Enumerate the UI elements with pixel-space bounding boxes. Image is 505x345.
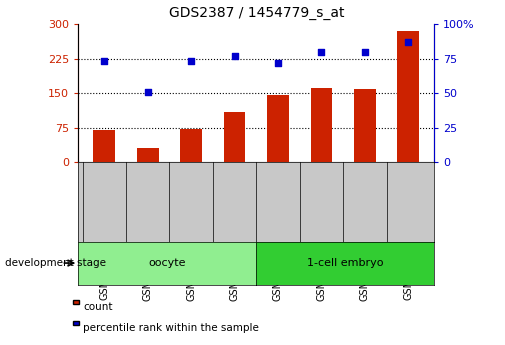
Bar [137,148,159,162]
Point [317,49,325,55]
Title: GDS2387 / 1454779_s_at: GDS2387 / 1454779_s_at [169,6,344,20]
Bar [180,129,202,162]
Text: development stage: development stage [5,258,106,268]
Bar [354,89,376,162]
Point [144,89,152,95]
Point [100,59,109,64]
Point [187,59,195,64]
Text: 1-cell embryo: 1-cell embryo [307,258,383,268]
Point [231,53,239,59]
Bar [93,130,115,162]
Text: oocyte: oocyte [148,258,186,268]
Bar [311,88,332,162]
Bar [224,111,245,162]
Point [274,60,282,66]
Bar [397,31,419,162]
Text: percentile rank within the sample: percentile rank within the sample [83,323,259,333]
Bar [267,96,289,162]
Text: count: count [83,302,113,312]
Point [361,49,369,55]
Point [404,39,412,45]
